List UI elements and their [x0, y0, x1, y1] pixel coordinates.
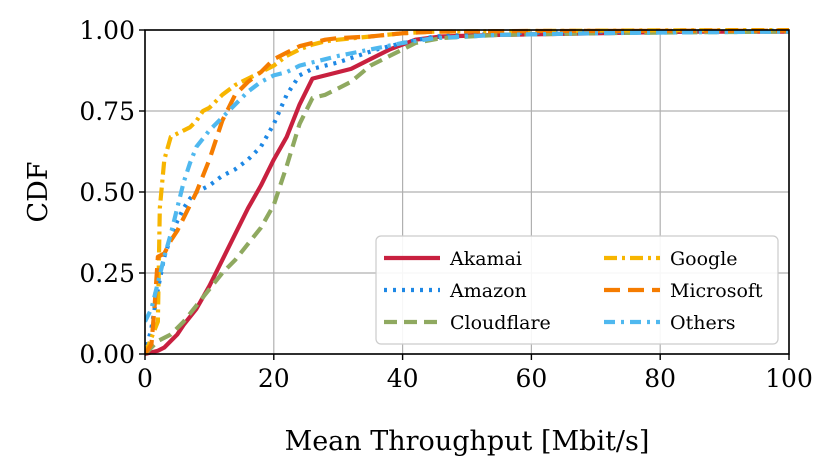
y-tick-label: 0.50 [79, 178, 135, 207]
x-tick-label: 0 [137, 364, 153, 393]
series-line-amazon [145, 28, 789, 355]
x-tick-label: 80 [644, 364, 676, 393]
y-tick-label: 0.75 [79, 97, 135, 126]
legend-label-microsoft: Microsoft [670, 280, 763, 302]
legend: Akamai Amazon Cloudflare Google Microsoft Oth… [375, 235, 779, 345]
y-tick-label: 0.00 [79, 340, 135, 369]
x-axis-label: Mean Throughput [Mbit/s] [285, 426, 650, 457]
y-axis-label: CDF [23, 161, 54, 222]
x-tick-label: 20 [258, 364, 290, 393]
y-tick-label: 0.25 [79, 259, 135, 288]
series-line-google [145, 28, 789, 355]
legend-label-google: Google [670, 248, 738, 270]
x-tick-label: 100 [765, 364, 813, 393]
series-line-others [145, 29, 789, 323]
axis-ticks: 0 20 40 60 80 100 0.00 0.25 0.50 0.75 1.00 [79, 16, 813, 393]
legend-label-akamai: Akamai [449, 248, 522, 270]
x-tick-label: 60 [515, 364, 547, 393]
y-tick-label: 1.00 [79, 16, 135, 45]
series-line-cloudflare [145, 29, 789, 356]
legend-label-cloudflare: Cloudflare [450, 312, 551, 334]
series-lines [145, 28, 789, 356]
legend-label-amazon: Amazon [449, 280, 527, 302]
legend-box [375, 235, 779, 345]
legend-label-others: Others [670, 312, 736, 334]
x-tick-label: 40 [387, 364, 419, 393]
